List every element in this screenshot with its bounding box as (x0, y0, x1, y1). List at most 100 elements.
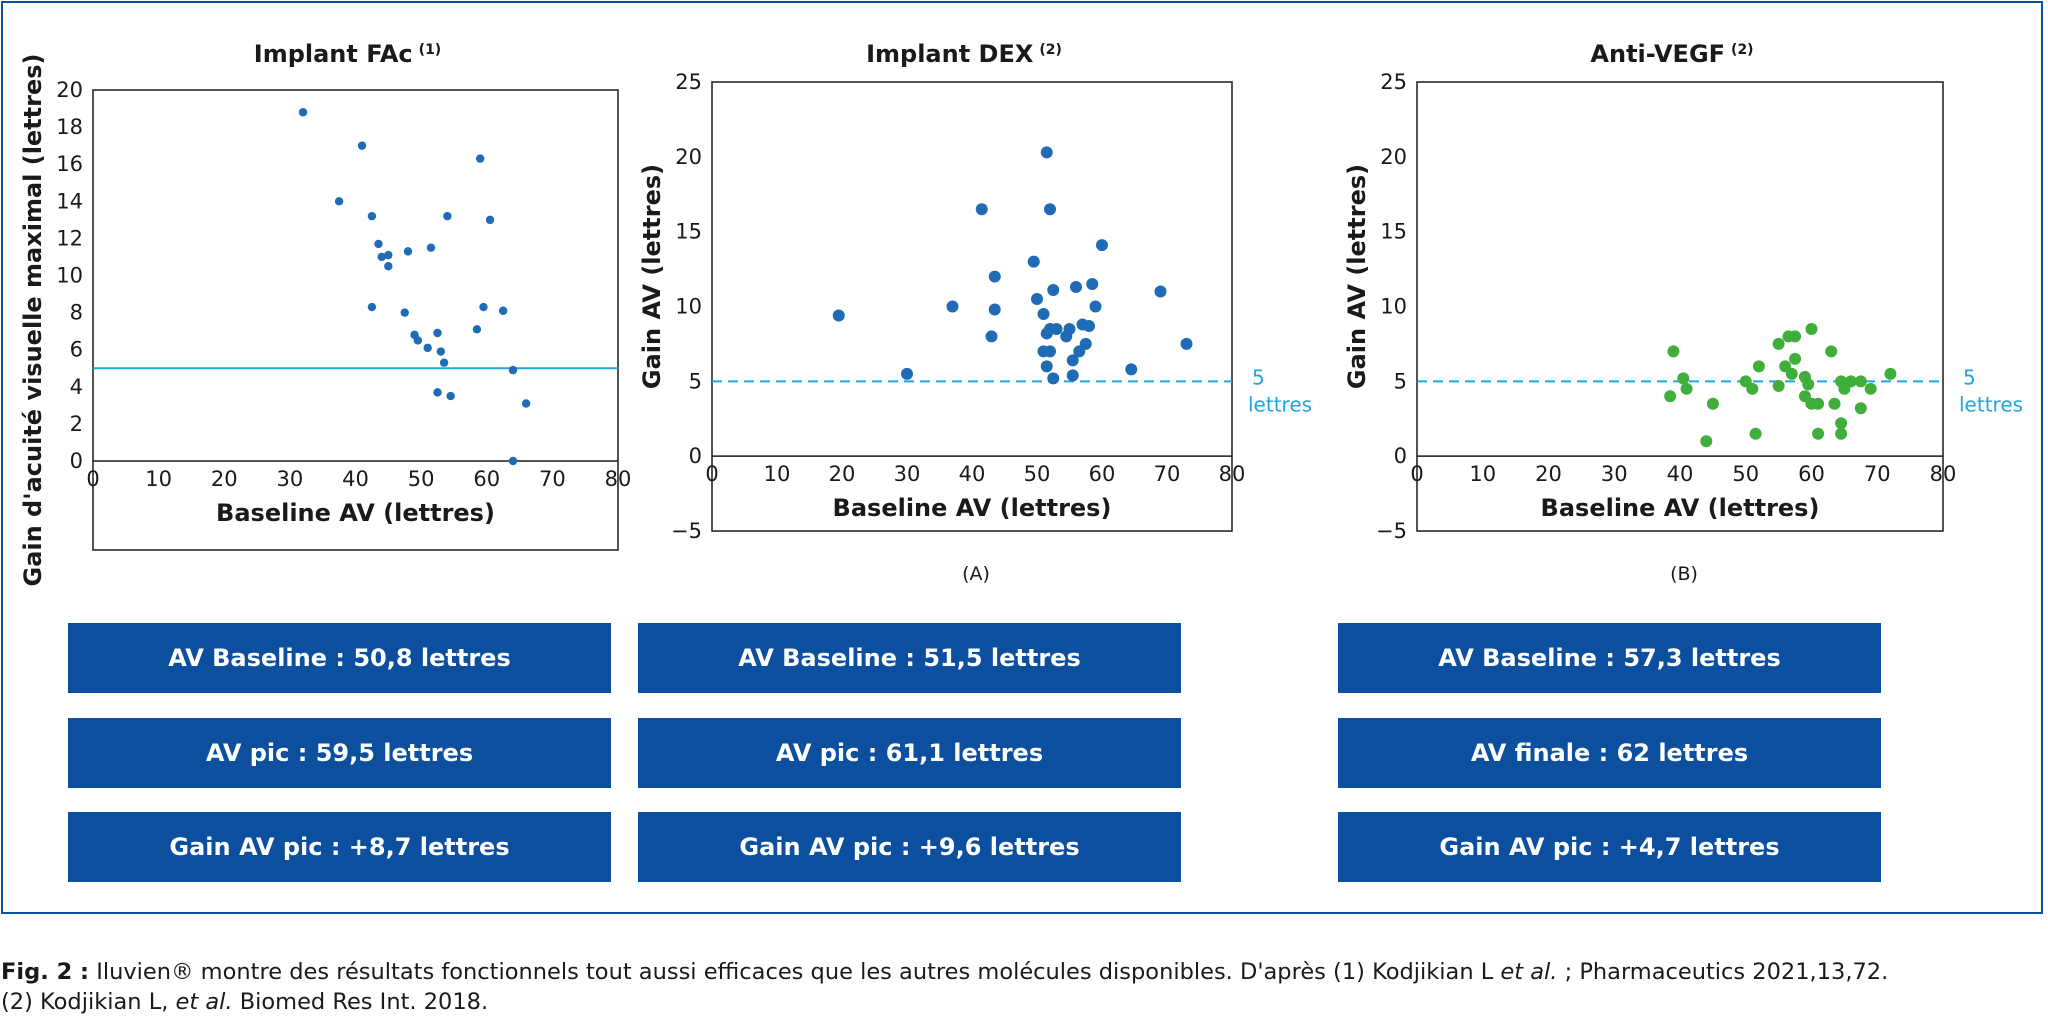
chart3-xtick-label: 80 (1930, 462, 1957, 486)
chart1-data-point (472, 325, 482, 334)
chart1-data-point (426, 243, 436, 252)
chart3-data-point (1828, 397, 1841, 410)
chart3-data-point (1772, 379, 1785, 392)
chart1-ytick-label: 16 (56, 152, 83, 176)
chart3-data-point (1752, 360, 1765, 373)
chart2-ytick-label: 20 (675, 145, 702, 169)
chart3-final-box: AV finale : 62 lettres (1338, 718, 1881, 788)
chart2-gain-box: Gain AV pic : +9,6 lettres (638, 812, 1181, 882)
chart1-ytick-label: 6 (70, 338, 83, 362)
chart2-xtick-label: 70 (1154, 462, 1181, 486)
chart1-xtick-label: 30 (277, 467, 304, 491)
chart3-data-point (1835, 417, 1848, 430)
chart2-panel-label: (A) (962, 563, 990, 585)
caption-text-4: Biomed Res Int. 2018. (232, 989, 489, 1015)
chart2-data-point (1096, 239, 1108, 252)
chart1-xtick-label: 40 (342, 467, 369, 491)
chart2-data-point (1086, 278, 1099, 291)
chart2-data-point (988, 303, 1001, 316)
chart3-data-point (1864, 382, 1877, 395)
chart1-data-point (367, 302, 377, 312)
chart3-ytick-label: 20 (1380, 145, 1407, 169)
chart2-data-point (1040, 146, 1053, 159)
chart3-data-point (1746, 382, 1759, 395)
chart1-data-point (433, 328, 442, 338)
chart3-data-point (1825, 345, 1838, 358)
chart3-data-point (1812, 397, 1825, 410)
chart3-data-point (1772, 337, 1785, 350)
chart1-data-point (374, 239, 383, 249)
caption-fig-label: Fig. 2 : (1, 959, 90, 985)
chart1-data-point (334, 197, 344, 206)
chart2-data-point (1037, 307, 1050, 320)
chart1-data-point (400, 308, 409, 317)
chart1-data-point (377, 252, 386, 262)
chart1-data-point (436, 347, 446, 356)
chart1-ytick-label: 20 (56, 78, 83, 102)
chart1-data-point (423, 343, 432, 353)
chart3-ytick-label: 5 (1394, 369, 1407, 393)
chart1-peak-box: AV pic : 59,5 lettres (68, 718, 611, 788)
chart3-data-point (1844, 375, 1857, 388)
chart1-data-point (446, 391, 455, 401)
chart2-title-sup: (2) (1039, 42, 1062, 58)
chart1-ytick-label: 4 (70, 375, 83, 399)
chart2-data-point (1083, 319, 1095, 332)
chart1-xtick-label: 20 (211, 467, 238, 491)
chart2-data-point (1063, 322, 1076, 335)
chart2-plot-frame (711, 81, 1233, 532)
chart1-data-point (298, 108, 308, 117)
chart1-xtick-label: 0 (86, 467, 99, 491)
chart1-data-point (521, 399, 531, 408)
chart2-ytick-label: 0 (689, 444, 702, 468)
chart1-data-point (485, 215, 495, 225)
chart1-data-point (443, 211, 452, 221)
chart1-xtick-label: 10 (145, 467, 172, 491)
chart1-title: Implant FAc (1) (254, 40, 441, 68)
chart1-ytick-label: 18 (56, 115, 83, 139)
chart2-ytick-label: −5 (671, 519, 702, 543)
chart2-data-point (901, 367, 913, 380)
chart1-data-point (479, 302, 488, 312)
chart2-title: Implant DEX (2) (866, 40, 1062, 68)
chart3-xtick-label: 20 (1535, 462, 1562, 486)
chart2-data-point (832, 309, 845, 322)
chart3-xtick-label: 60 (1798, 462, 1825, 486)
chart3-title-sup: (2) (1731, 42, 1754, 58)
chart2-data-point (975, 203, 988, 216)
chart2-xtick-label: 10 (764, 462, 791, 486)
chart2-y-axis-label: Gain AV (lettres) (638, 164, 666, 389)
chart2-xtick-label: 50 (1024, 462, 1051, 486)
chart1-ytick-label: 2 (70, 412, 83, 436)
chart3-xtick-label: 50 (1732, 462, 1759, 486)
chart2-reference-label-value: 5 (1252, 365, 1265, 389)
chart1-ytick-label: 12 (56, 226, 83, 250)
chart1-data-point (384, 262, 393, 271)
chart2-data-point (1047, 284, 1060, 297)
chart3-xtick-label: 40 (1667, 462, 1694, 486)
chart3-baseline-box: AV Baseline : 57,3 lettres (1338, 623, 1881, 693)
chart3-xtick-label: 70 (1864, 462, 1891, 486)
chart2-xtick-label: 0 (705, 462, 718, 486)
chart1-y-axis-label: Gain d'acuité visuelle maximal (lettres) (19, 53, 47, 586)
chart1-ytick-label: 14 (56, 189, 83, 213)
chart3-ytick-label: 25 (1380, 70, 1407, 94)
chart1-data-point (508, 456, 518, 466)
chart1-baseline-box: AV Baseline : 50,8 lettres (68, 623, 611, 693)
chart3-data-point (1706, 397, 1719, 410)
chart3-data-point (1664, 390, 1677, 403)
chart2-data-point (1066, 369, 1079, 382)
chart2-ytick-label: 5 (689, 369, 702, 393)
chart3-data-point (1805, 322, 1818, 335)
chart2-xtick-label: 80 (1219, 462, 1246, 486)
chart2-data-point (1044, 203, 1056, 216)
chart3-data-point (1700, 435, 1713, 448)
chart3-data-point (1854, 402, 1867, 415)
caption-text-3: (2) Kodjikian L, (1, 989, 176, 1015)
chart3-panel-label: (B) (1670, 563, 1698, 585)
chart2-xtick-label: 40 (959, 462, 986, 486)
chart1-ytick-label: 0 (70, 449, 83, 473)
chart1-data-point (439, 358, 449, 367)
chart1-title-sup: (1) (419, 42, 442, 58)
chart2-data-point (946, 300, 959, 313)
